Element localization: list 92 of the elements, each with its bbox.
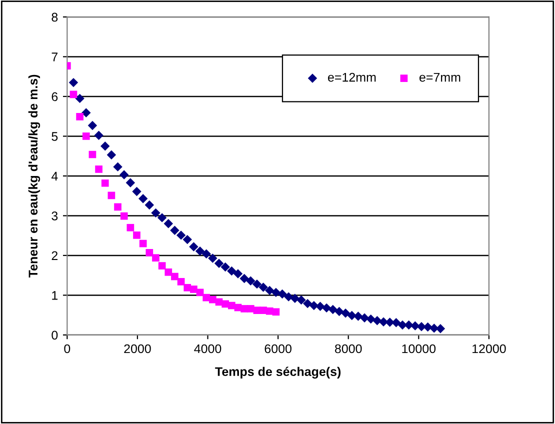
- x-axis-title: Temps de séchage(s): [215, 366, 341, 379]
- point: [177, 278, 185, 286]
- point: [138, 194, 148, 204]
- point: [126, 178, 136, 188]
- point: [108, 192, 116, 200]
- point: [70, 90, 78, 98]
- point: [366, 314, 376, 324]
- legend-label: e=7mm: [419, 72, 460, 82]
- y-tick-label: 2: [52, 251, 58, 260]
- point: [76, 113, 84, 120]
- point: [322, 303, 332, 313]
- point: [284, 292, 294, 302]
- point: [316, 302, 325, 311]
- point: [170, 226, 180, 236]
- point: [151, 208, 160, 218]
- point: [195, 246, 205, 256]
- point: [416, 322, 426, 332]
- point: [252, 279, 262, 289]
- point: [82, 108, 91, 118]
- point: [246, 276, 256, 286]
- point: [296, 295, 306, 305]
- y-tick-label: 3: [52, 212, 58, 220]
- x-tick-label: 8000: [334, 344, 362, 354]
- point: [354, 312, 363, 321]
- point: [258, 282, 268, 292]
- point: [340, 308, 350, 318]
- point: [233, 269, 243, 278]
- x-tick-label: 12000: [472, 344, 506, 354]
- point: [272, 308, 280, 316]
- x-tick-label: 6000: [264, 344, 292, 354]
- point: [146, 249, 154, 256]
- point: [372, 316, 382, 326]
- point: [190, 286, 198, 293]
- y-tick-label: 6: [52, 92, 58, 102]
- point: [132, 186, 142, 196]
- point: [164, 268, 172, 276]
- point: [94, 130, 104, 140]
- point: [82, 132, 90, 140]
- point: [88, 120, 98, 130]
- point: [114, 203, 122, 211]
- point: [176, 230, 186, 240]
- x-tick-label: 2000: [124, 344, 151, 354]
- point: [133, 232, 140, 239]
- legend-label: e=12mm: [328, 72, 376, 82]
- point: [100, 142, 110, 151]
- point: [278, 289, 287, 299]
- point: [398, 320, 408, 330]
- y-axis-title: Teneur en eau(kg d'eau/kg de m.s): [28, 74, 40, 278]
- y-tick-label: 1: [52, 291, 58, 300]
- point: [88, 150, 96, 158]
- point: [152, 254, 160, 262]
- point: [265, 286, 274, 296]
- point: [95, 166, 102, 173]
- point: [158, 262, 166, 270]
- point: [208, 254, 218, 263]
- y-tick-label: 5: [52, 132, 58, 141]
- point: [334, 306, 344, 316]
- point: [182, 234, 192, 244]
- point: [68, 78, 78, 88]
- point: [113, 162, 122, 172]
- point: [392, 318, 401, 328]
- point: [202, 294, 210, 302]
- point: [328, 304, 338, 314]
- y-tick-label: 7: [52, 52, 58, 62]
- point: [302, 298, 312, 308]
- y-tick-label: 8: [52, 12, 58, 22]
- point: [436, 324, 446, 334]
- point: [164, 219, 173, 228]
- point: [144, 200, 154, 210]
- x-tick-label: 10000: [402, 344, 436, 354]
- point: [120, 212, 128, 220]
- point: [209, 296, 216, 304]
- point: [240, 274, 249, 284]
- y-tick-label: 4: [51, 172, 58, 180]
- point: [119, 170, 129, 180]
- y-tick-label: 0: [52, 330, 58, 340]
- point: [171, 272, 178, 280]
- point: [75, 94, 84, 104]
- point: [101, 179, 109, 187]
- point: [189, 242, 198, 252]
- point: [202, 249, 211, 258]
- point: [271, 288, 281, 298]
- point: [106, 150, 116, 160]
- point: [290, 294, 300, 303]
- point: [220, 262, 230, 272]
- point: [214, 258, 224, 268]
- x-tick-label: 4000: [194, 344, 222, 354]
- x-tick-label: 0: [64, 344, 70, 354]
- point: [227, 266, 236, 276]
- point: [126, 224, 134, 232]
- point: [139, 240, 147, 248]
- point: [157, 213, 167, 222]
